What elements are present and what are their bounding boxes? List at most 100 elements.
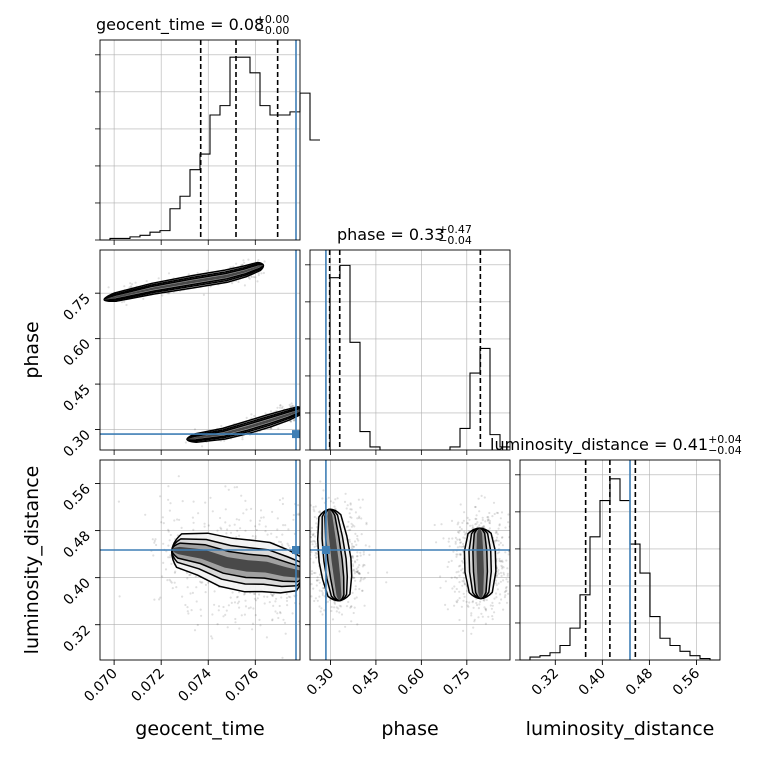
sample-point bbox=[360, 517, 363, 520]
sample-point bbox=[252, 592, 255, 595]
sample-point bbox=[196, 271, 199, 275]
sample-point bbox=[333, 505, 336, 508]
sample-point bbox=[363, 564, 366, 567]
sample-point bbox=[203, 522, 206, 525]
sample-point bbox=[320, 506, 322, 508]
sample-point bbox=[499, 517, 502, 520]
y-tick-label: 0.40 bbox=[60, 575, 93, 608]
sample-point bbox=[501, 559, 504, 562]
sample-point bbox=[279, 540, 282, 544]
sample-point bbox=[321, 497, 324, 500]
sample-point bbox=[466, 516, 469, 520]
sample-point bbox=[307, 531, 309, 533]
sample-point bbox=[459, 553, 462, 557]
sample-point bbox=[350, 516, 353, 519]
sample-point bbox=[193, 629, 197, 632]
sample-point bbox=[213, 590, 216, 593]
x-tick-label: 0.070 bbox=[81, 666, 121, 706]
sample-point bbox=[284, 524, 287, 527]
sample-point bbox=[224, 521, 227, 524]
sample-point bbox=[463, 582, 466, 586]
sample-point bbox=[181, 595, 184, 598]
sample-point bbox=[359, 580, 362, 583]
sample-point bbox=[206, 269, 209, 272]
sample-point bbox=[499, 580, 502, 583]
sample-point bbox=[191, 516, 194, 519]
sample-point bbox=[277, 427, 280, 430]
sample-point bbox=[255, 528, 258, 532]
sample-point bbox=[354, 532, 357, 536]
sample-point bbox=[496, 552, 499, 555]
sample-point bbox=[238, 534, 241, 537]
sample-point bbox=[359, 554, 362, 557]
sample-point bbox=[262, 516, 265, 519]
sample-point bbox=[313, 510, 316, 513]
sample-point bbox=[269, 592, 272, 596]
grid-lines bbox=[520, 460, 720, 660]
sample-point bbox=[235, 536, 238, 539]
sample-point bbox=[235, 486, 239, 489]
sample-point bbox=[233, 523, 236, 526]
sample-point bbox=[276, 612, 279, 615]
sample-point bbox=[107, 286, 110, 289]
sample-point bbox=[159, 495, 162, 498]
sample-point bbox=[462, 561, 465, 564]
sample-point bbox=[354, 588, 357, 591]
sample-point bbox=[355, 570, 358, 573]
title-sub: −0.04 bbox=[708, 444, 742, 457]
sample-point bbox=[313, 515, 316, 519]
sample-point bbox=[284, 632, 287, 635]
sample-point bbox=[233, 486, 236, 489]
sample-point bbox=[496, 533, 499, 536]
sample-point bbox=[300, 414, 302, 416]
sample-point bbox=[483, 496, 486, 499]
sample-point bbox=[487, 615, 490, 618]
sample-point bbox=[348, 538, 351, 541]
density-phase-luminosity_distance bbox=[307, 480, 510, 635]
sample-point bbox=[462, 571, 465, 574]
sample-point bbox=[233, 601, 237, 604]
sample-point bbox=[504, 526, 507, 529]
sample-point bbox=[118, 595, 121, 598]
sample-point bbox=[465, 600, 468, 603]
sample-point bbox=[345, 507, 348, 510]
sample-point bbox=[486, 518, 489, 521]
sample-point bbox=[460, 605, 463, 608]
sample-point bbox=[476, 521, 479, 524]
sample-point bbox=[192, 528, 195, 532]
sample-point bbox=[361, 498, 364, 501]
sample-point bbox=[500, 511, 504, 514]
sample-point bbox=[464, 537, 467, 540]
sample-point bbox=[506, 574, 509, 577]
sample-point bbox=[473, 618, 476, 621]
sample-point bbox=[271, 619, 274, 622]
sample-point bbox=[253, 593, 257, 596]
sample-point bbox=[279, 404, 282, 407]
sample-point bbox=[170, 581, 173, 584]
sample-point bbox=[504, 594, 507, 597]
sample-point bbox=[491, 615, 494, 618]
x-axis-geocent_time: 0.070 0.072 0.074 0.076 geocent_time bbox=[81, 660, 265, 740]
x-tick-label: 0.48 bbox=[623, 666, 656, 699]
sample-point bbox=[355, 596, 358, 599]
sample-point bbox=[167, 544, 170, 547]
x-tick-label: 0.072 bbox=[128, 666, 168, 706]
sample-point bbox=[497, 569, 500, 572]
sample-point bbox=[228, 524, 231, 527]
sample-point bbox=[461, 567, 464, 571]
sample-point bbox=[242, 259, 245, 262]
panel-hist-geocent_time bbox=[99, 39, 301, 241]
sample-point bbox=[281, 543, 284, 546]
sample-point bbox=[236, 529, 239, 532]
sample-point bbox=[500, 598, 503, 601]
sample-point bbox=[502, 608, 505, 611]
sample-point bbox=[446, 608, 449, 611]
sample-point bbox=[321, 587, 325, 590]
sample-point bbox=[357, 571, 360, 574]
sample-point bbox=[243, 284, 246, 287]
sample-point bbox=[292, 405, 295, 408]
sample-point bbox=[285, 596, 288, 600]
sample-point bbox=[321, 593, 324, 597]
sample-point bbox=[238, 518, 241, 521]
sample-point bbox=[310, 583, 313, 586]
